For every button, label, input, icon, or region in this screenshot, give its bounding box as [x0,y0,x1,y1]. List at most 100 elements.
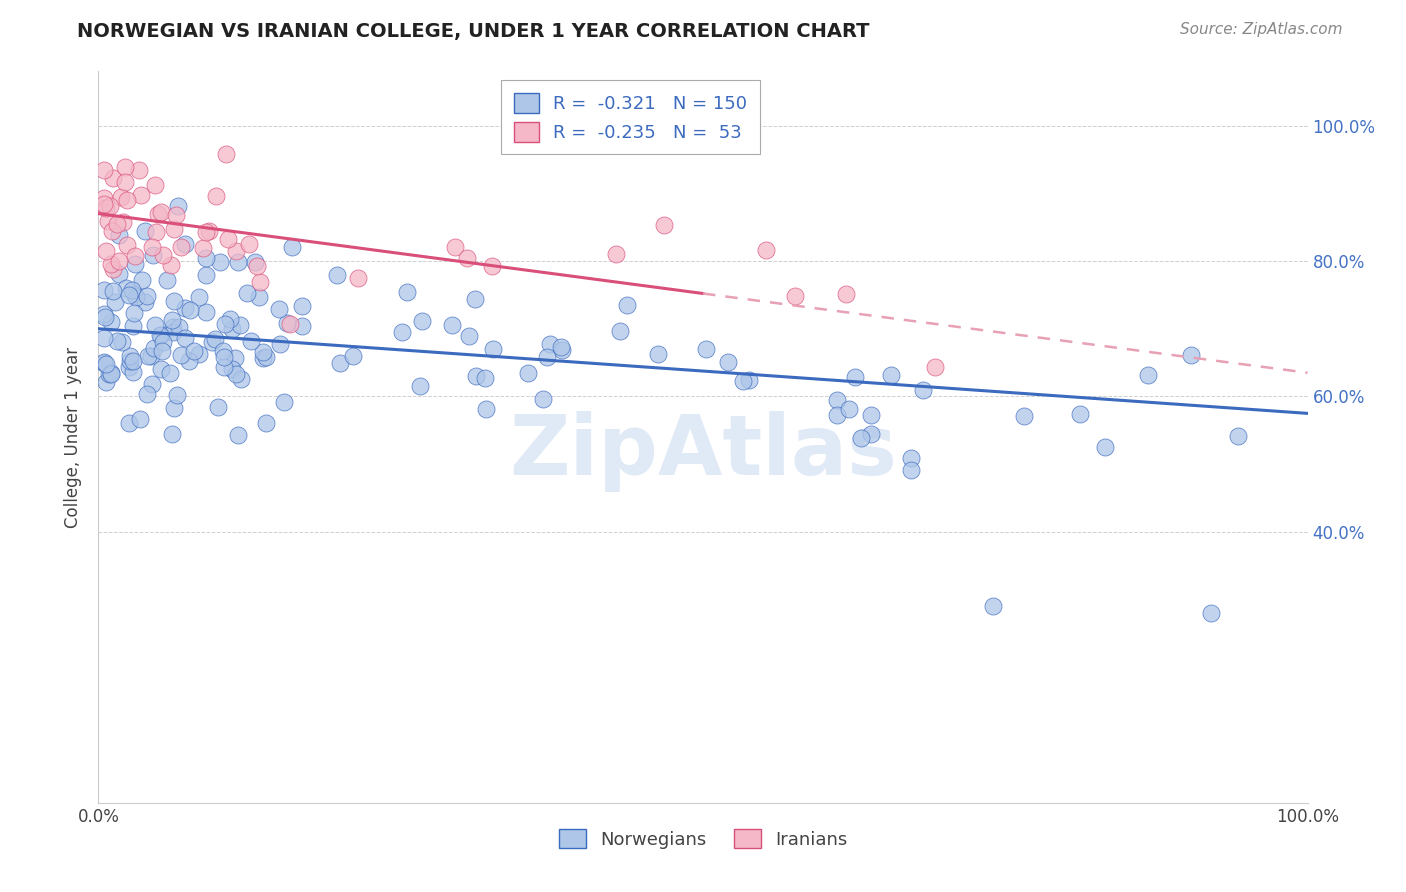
Point [235,285,257,300]
Point [475,401,498,416]
Point [129,188,152,202]
Point [226,428,249,442]
Point [136,349,159,363]
Point [145,225,167,239]
Point [118,360,141,375]
Point [96,244,118,259]
Point [254,350,277,364]
Point [118,288,141,302]
Point [93,284,115,298]
Point [458,329,481,343]
Point [225,367,247,381]
Point [215,147,238,161]
Point [205,189,228,203]
Point [247,290,270,304]
Point [93,356,115,370]
Point [150,362,173,376]
Point [156,273,179,287]
Point [900,463,922,477]
Point [217,232,239,246]
Point [131,273,153,287]
Point [114,175,136,189]
Legend: Norwegians, Iranians: Norwegians, Iranians [551,822,855,856]
Point [193,241,215,255]
Point [136,386,159,401]
Point [267,301,290,316]
Point [122,287,145,301]
Point [163,222,186,236]
Point [141,240,163,254]
Point [150,328,173,343]
Point [149,205,172,219]
Point [104,295,127,310]
Point [129,412,152,426]
Point [128,163,150,178]
Point [93,197,115,211]
Point [143,318,166,332]
Point [107,217,129,231]
Point [1180,348,1202,362]
Point [924,359,946,374]
Point [464,293,486,307]
Point [93,191,115,205]
Point [179,302,201,317]
Point [166,388,188,402]
Point [160,259,183,273]
Point [531,392,554,407]
Point [456,252,478,266]
Point [143,341,166,355]
Point [115,238,138,252]
Point [280,317,302,331]
Point [252,351,274,365]
Point [160,427,183,442]
Point [212,360,235,375]
Y-axis label: College, Under 1 year: College, Under 1 year [65,346,83,528]
Point [117,416,139,430]
Point [1069,407,1091,421]
Point [159,367,181,381]
Point [859,409,882,423]
Point [329,356,352,370]
Point [100,367,122,381]
Point [94,358,117,372]
Point [198,224,221,238]
Point [254,416,277,430]
Point [1199,606,1222,620]
Point [695,343,717,357]
Point [108,267,131,281]
Point [134,294,156,309]
Point [755,243,778,257]
Point [111,334,134,349]
Point [115,281,138,295]
Point [111,215,134,229]
Point [911,383,934,397]
Point [291,299,314,313]
Point [1094,440,1116,454]
Point [124,257,146,271]
Point [551,343,574,357]
Point [465,368,488,383]
Point [93,354,115,368]
Point [444,240,467,254]
Point [204,332,226,346]
Point [97,367,120,381]
Point [93,307,115,321]
Point [880,368,903,382]
Point [240,334,263,348]
Point [94,201,117,215]
Point [183,344,205,359]
Point [174,331,197,345]
Point [252,345,274,359]
Point [221,361,243,376]
Point [231,372,253,386]
Point [162,293,184,308]
Point [118,353,141,368]
Point [122,354,145,368]
Point [214,317,236,331]
Point [273,395,295,409]
Point [212,350,235,364]
Point [121,283,143,297]
Point [101,261,124,276]
Point [844,369,866,384]
Point [194,225,217,239]
